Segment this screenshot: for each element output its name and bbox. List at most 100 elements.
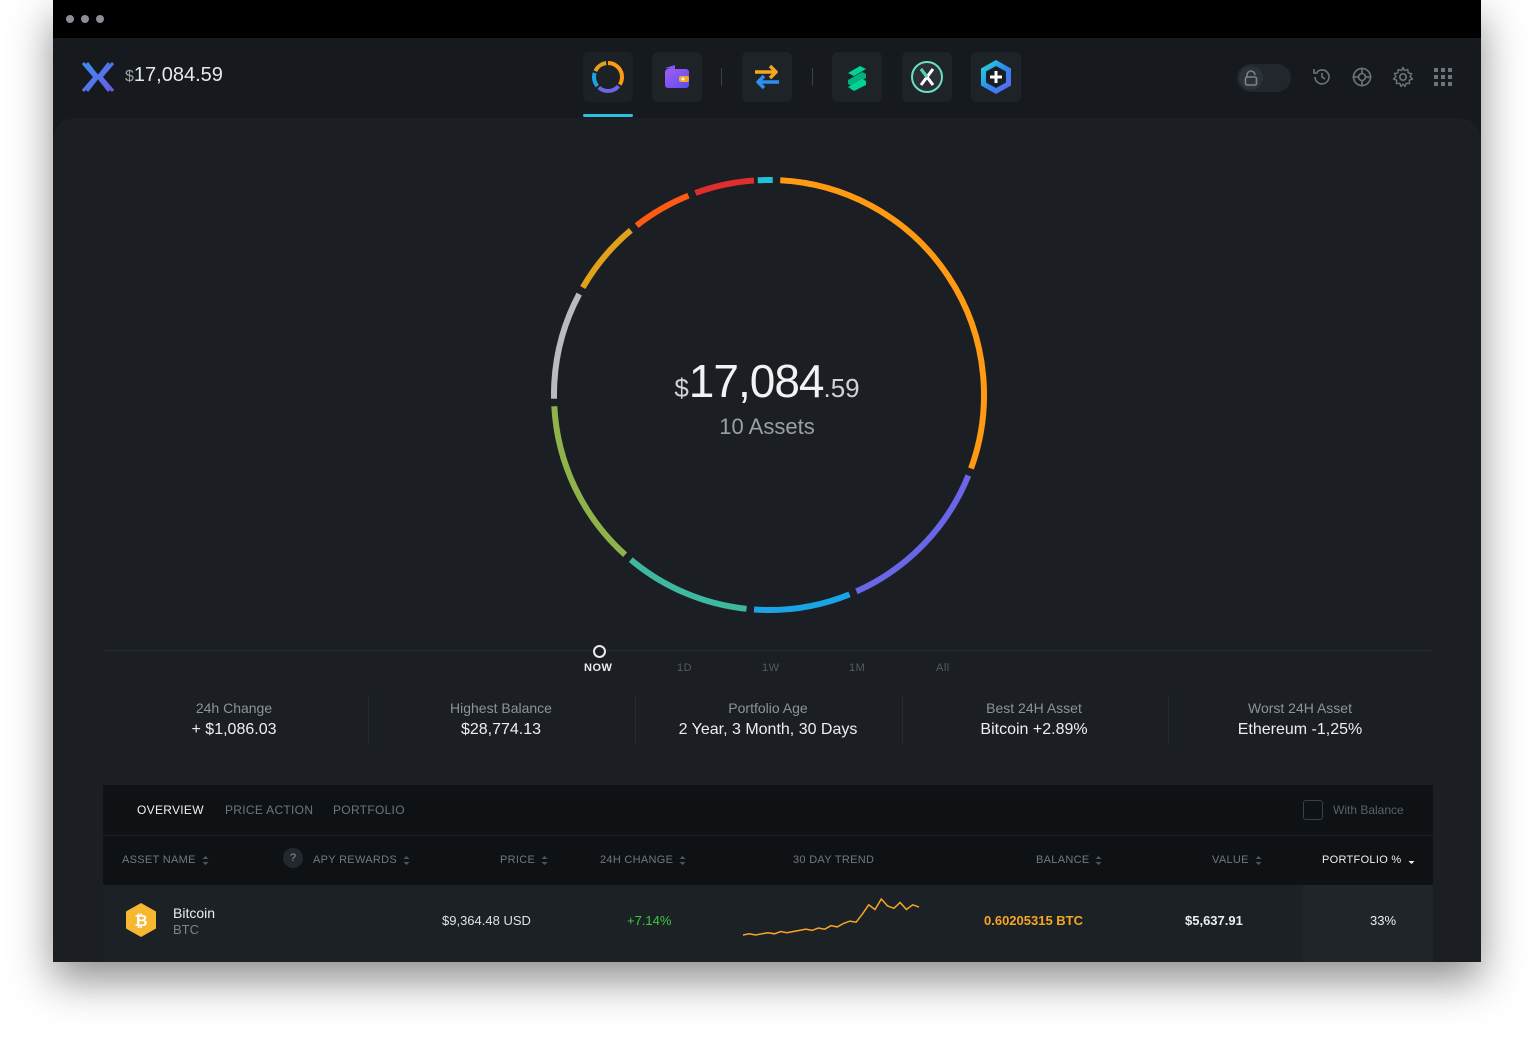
column-asset-name[interactable]: ASSET NAME [122, 854, 209, 866]
window-control-dot[interactable] [81, 15, 89, 23]
stat-24h-change: 24h Change + $1,086.03 [101, 700, 367, 739]
lock-knob [1239, 66, 1263, 90]
column-price[interactable]: PRICE [500, 854, 548, 866]
lock-icon [1244, 70, 1258, 86]
trend-sparkline [742, 897, 920, 936]
stat-label: Portfolio Age [728, 700, 808, 716]
column-label: BALANCE [1036, 854, 1090, 866]
donut-segment[interactable] [580, 228, 633, 290]
timeline-1w[interactable]: 1W [762, 662, 780, 674]
table-header: ASSET NAME APY REWARDS PRICE 24H CHANGE … [103, 836, 1433, 884]
donut-segment[interactable] [628, 557, 747, 612]
column-apy-rewards[interactable]: APY REWARDS [313, 854, 410, 866]
column-24h-change[interactable]: 24H CHANGE [600, 854, 686, 866]
sort-icon [403, 855, 410, 865]
with-balance-checkbox[interactable] [1303, 800, 1323, 820]
exchange-app-button[interactable] [742, 52, 792, 102]
portfolio-main: $17,084.59 10 Assets NOW 1D 1W 1M All 24… [53, 118, 1481, 962]
window-control-dot[interactable] [96, 15, 104, 23]
compound-app-button[interactable] [832, 52, 882, 102]
stat-best-asset: Best 24H Asset Bitcoin +2.89% [901, 700, 1167, 739]
top-navigation: $17,084.59 [53, 38, 1481, 118]
timeline-marker[interactable] [593, 645, 606, 658]
stat-highest-balance: Highest Balance $28,774.13 [368, 700, 634, 739]
portfolio-total-currency: $ [674, 373, 689, 403]
stat-value: Ethereum -1,25% [1237, 721, 1363, 738]
tab-overview[interactable]: OVERVIEW [137, 803, 204, 817]
compound-icon [848, 66, 866, 91]
add-app-button[interactable] [971, 52, 1021, 102]
donut-segment[interactable] [753, 591, 851, 613]
stat-value: 2 Year, 3 Month, 30 Days [678, 721, 858, 738]
assets-table: OVERVIEW PRICE ACTION PORTFOLIO With Bal… [103, 785, 1433, 962]
asset-24h-change: +7.14% [627, 913, 672, 928]
asset-portfolio-pct: 33% [1370, 913, 1397, 928]
stat-label: Best 24H Asset [986, 700, 1082, 716]
portfolio-total-cents: .59 [823, 373, 860, 403]
asset-price: $9,364.48 USD [442, 913, 531, 928]
bitcoin-icon: ₿ [126, 903, 156, 937]
portfolio-app-button[interactable] [583, 52, 633, 102]
sort-icon [202, 855, 209, 865]
apy-help-icon[interactable]: ? [283, 848, 303, 868]
timeline-track [103, 650, 1433, 651]
column-label: PRICE [500, 854, 536, 866]
timeline-1m[interactable]: 1M [849, 662, 866, 674]
asset-value: $5,637.91 [1185, 913, 1243, 928]
portfolio-total-amount: 17,084 [688, 355, 825, 407]
donut-segment[interactable] [780, 177, 987, 470]
wallet-app-button[interactable] [652, 52, 702, 102]
column-portfolio-pct[interactable]: PORTFOLIO % [1322, 854, 1415, 866]
title-bar [53, 0, 1481, 38]
tab-price-action[interactable]: PRICE ACTION [225, 803, 314, 817]
donut-segment[interactable] [694, 177, 755, 196]
timeline-all[interactable]: All [936, 662, 950, 674]
sort-icon [1095, 855, 1102, 865]
stat-value: + $1,086.03 [191, 721, 277, 738]
donut-segment[interactable] [634, 192, 690, 228]
donut-segment[interactable] [551, 406, 628, 558]
history-icon[interactable] [1311, 66, 1333, 88]
donut-segment[interactable] [855, 474, 972, 595]
table-row[interactable]: ₿ Bitcoin BTC $9,364.48 USD +7.14% 0.602… [103, 885, 1433, 962]
column-balance[interactable]: BALANCE [1036, 854, 1102, 866]
column-label: ASSET NAME [122, 854, 196, 866]
wallet-icon [665, 65, 689, 88]
header-balance-amount: 17,084.59 [133, 64, 223, 86]
support-lifebuoy-icon[interactable] [1351, 66, 1373, 88]
sort-desc-icon [1408, 860, 1414, 864]
x-circle-icon [911, 61, 943, 93]
portfolio-total: $17,084.59 [53, 354, 1481, 408]
stat-worst-asset: Worst 24H Asset Ethereum -1,25% [1167, 700, 1433, 739]
stat-separator [902, 696, 903, 744]
column-label: APY REWARDS [313, 854, 397, 866]
sort-icon [541, 855, 548, 865]
portfolio-donut-chart [551, 177, 987, 613]
donut-segment[interactable] [551, 292, 582, 399]
stat-separator [635, 696, 636, 744]
exodus-x-app-button[interactable] [902, 52, 952, 102]
column-value[interactable]: VALUE [1212, 854, 1262, 866]
timeline-now[interactable]: NOW [584, 662, 613, 674]
settings-gear-icon[interactable] [1392, 66, 1414, 88]
trend-line [742, 897, 920, 936]
app-window: $17,084.59 [53, 0, 1481, 962]
exodus-logo-icon [81, 62, 115, 92]
lock-toggle[interactable] [1237, 64, 1291, 92]
exchange-arrows-icon [755, 64, 779, 90]
tab-portfolio[interactable]: PORTFOLIO [333, 803, 405, 817]
stat-separator [368, 696, 369, 744]
with-balance-label[interactable]: With Balance [1333, 803, 1404, 817]
column-label: VALUE [1212, 854, 1249, 866]
nav-separator [812, 68, 813, 86]
portfolio-cell-background [1303, 885, 1433, 962]
table-tabs: OVERVIEW PRICE ACTION PORTFOLIO With Bal… [103, 785, 1433, 836]
svg-text:₿: ₿ [134, 912, 147, 930]
assets-count: 10 Assets [719, 414, 815, 439]
timeline-1d[interactable]: 1D [677, 662, 693, 674]
window-control-dot[interactable] [66, 15, 74, 23]
header-balance-currency: $ [125, 68, 134, 85]
add-hexagon-icon [981, 60, 1011, 94]
apps-grid-icon[interactable] [1432, 66, 1454, 88]
stat-value: Bitcoin +2.89% [980, 721, 1088, 738]
